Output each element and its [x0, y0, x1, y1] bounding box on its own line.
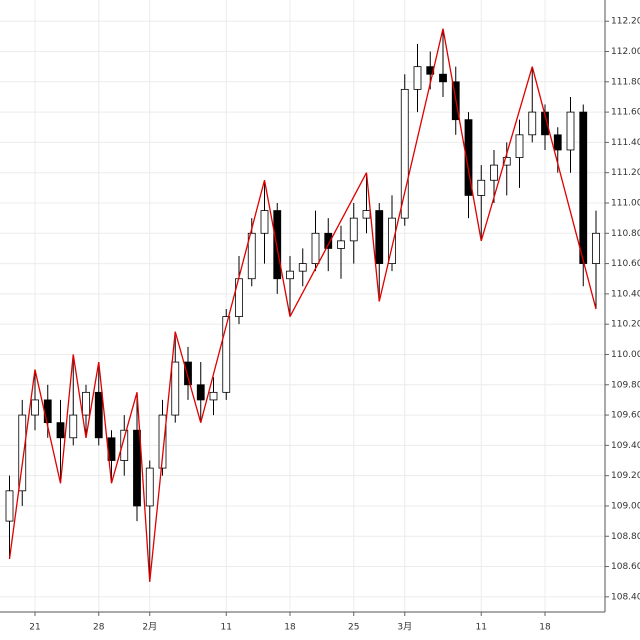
candle-body — [490, 164, 498, 181]
y-tick-label: 110.600 — [611, 259, 640, 269]
candle-body — [133, 429, 141, 507]
y-tick-label: 111.200 — [611, 168, 640, 178]
zigzag-segment — [34, 369, 62, 484]
x-tick-label: 18 — [539, 623, 551, 633]
y-tick-label: 108.400 — [611, 592, 640, 602]
zigzag-segment — [72, 354, 87, 438]
x-tick-label: 11 — [476, 623, 487, 633]
candle-body — [298, 263, 307, 272]
candle-body — [158, 414, 167, 469]
candle-body — [362, 210, 371, 219]
candle-body — [247, 232, 256, 280]
y-tick-label: 111.400 — [611, 138, 640, 148]
x-tick-label: 18 — [284, 623, 296, 633]
candle-body — [337, 240, 345, 249]
candle-body — [477, 179, 486, 196]
candle-body — [375, 210, 384, 264]
y-tick-label: 110.000 — [611, 350, 640, 360]
x-tick-label: 28 — [93, 623, 105, 633]
y-tick-label: 109.600 — [611, 411, 640, 421]
x-tick-label: 25 — [348, 623, 359, 633]
zigzag-segment — [98, 361, 113, 484]
x-tick-label: 21 — [29, 623, 40, 633]
candle-body — [31, 399, 39, 416]
y-tick-label: 112.200 — [611, 17, 640, 27]
y-tick-label: 110.400 — [611, 289, 640, 299]
y-tick-label: 109.400 — [611, 441, 640, 451]
candle-body — [464, 119, 473, 196]
candle-body — [592, 232, 600, 264]
candle-body — [324, 232, 333, 249]
y-tick-label: 109.200 — [611, 471, 640, 481]
candle-body — [388, 217, 396, 264]
candle-body — [349, 217, 358, 242]
zigzag-segment — [442, 28, 482, 241]
candle-body — [145, 467, 154, 507]
zigzag-segment — [110, 392, 138, 484]
zigzag-segment — [59, 354, 74, 484]
candle-body — [260, 210, 269, 234]
candle-body — [209, 391, 218, 401]
candle-body — [18, 414, 27, 492]
candle-body — [566, 111, 575, 151]
candle-body — [222, 316, 231, 393]
candle-body — [286, 270, 294, 280]
candle-body — [120, 429, 129, 461]
x-tick-label: 11 — [221, 623, 232, 633]
y-tick-label: 109.000 — [611, 501, 640, 511]
zigzag-segment — [480, 66, 533, 242]
candle-body — [541, 111, 549, 136]
candle-body — [502, 157, 511, 166]
y-tick-label: 108.800 — [611, 532, 640, 542]
candle-body — [5, 490, 14, 522]
zigzag-segment — [365, 172, 380, 302]
candle-body — [171, 361, 180, 416]
zigzag-segment — [136, 392, 151, 582]
zigzag-segment — [174, 331, 202, 423]
zigzag-segment — [263, 180, 291, 317]
y-tick-label: 110.800 — [611, 229, 640, 239]
candle-body — [553, 134, 562, 151]
y-tick-label: 110.200 — [611, 320, 640, 330]
y-tick-label: 111.000 — [611, 198, 640, 208]
zigzag-segment — [8, 369, 36, 560]
candle-body — [43, 399, 52, 424]
x-tick-label: 2月 — [142, 622, 157, 633]
zigzag-segment — [378, 28, 444, 302]
candle-body — [528, 111, 537, 136]
candle-body — [56, 422, 65, 439]
candle-body — [273, 210, 282, 280]
candle-body — [311, 232, 320, 264]
x-tick-label: 3月 — [397, 622, 412, 633]
y-tick-label: 111.600 — [611, 108, 640, 118]
candle-body — [94, 391, 103, 439]
candle-body — [413, 66, 422, 90]
y-tick-label: 112.000 — [611, 47, 640, 57]
zigzag-segment — [289, 172, 368, 317]
candle-body — [196, 384, 205, 401]
zigzag-segment — [85, 361, 100, 438]
zigzag-segment — [531, 66, 597, 310]
candle-body — [515, 134, 524, 158]
y-tick-label: 109.800 — [611, 380, 640, 390]
candle-body — [579, 111, 588, 264]
y-tick-label: 111.800 — [611, 77, 640, 87]
candle-body — [184, 361, 192, 386]
candle-body — [69, 414, 78, 439]
zigzag-segment — [200, 180, 266, 423]
candle-body — [82, 391, 90, 416]
y-tick-label: 108.600 — [611, 562, 640, 572]
zigzag-segment — [149, 331, 176, 582]
candle-body — [400, 88, 409, 219]
candle-body — [439, 73, 447, 83]
